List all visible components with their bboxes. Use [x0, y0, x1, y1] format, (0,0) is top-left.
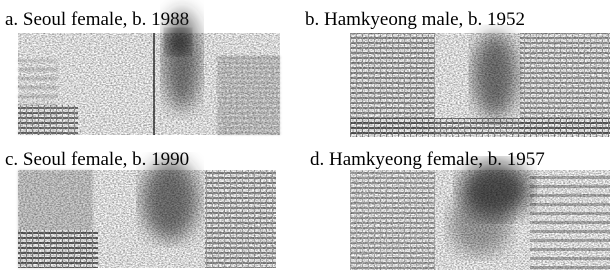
spectrogram: [350, 162, 610, 270]
spectrogram: [18, 160, 276, 268]
figure: a. Seoul female, b. 1988 b. Hamkyeong ma…: [0, 0, 610, 270]
panel-caption: a. Seoul female, b. 1988: [5, 9, 189, 30]
spectrogram: [350, 33, 610, 137]
panel-caption: b. Hamkyeong male, b. 1952: [305, 9, 525, 30]
